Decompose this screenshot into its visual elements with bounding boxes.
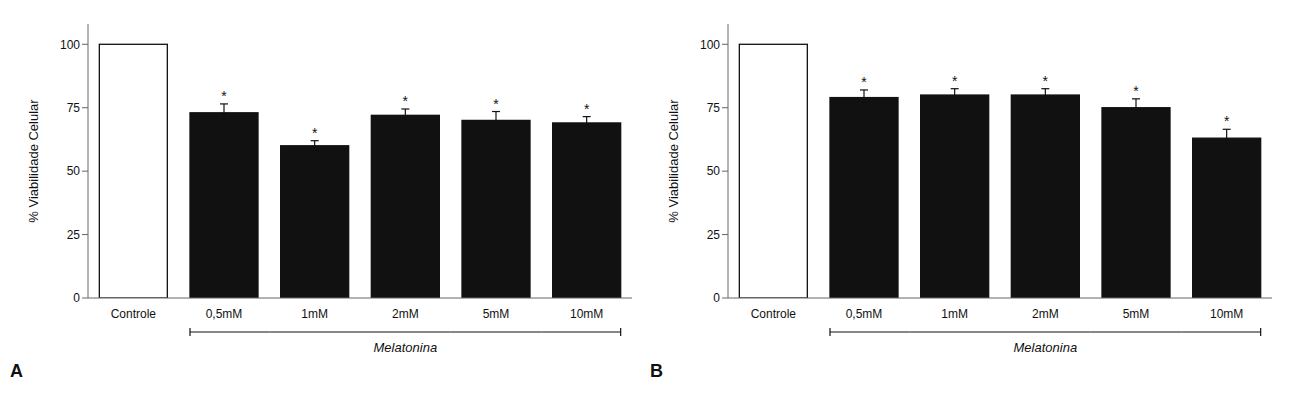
svg-text:5mM: 5mM [483, 307, 510, 321]
svg-text:*: * [403, 93, 409, 109]
svg-text:0,5mM: 0,5mM [206, 307, 243, 321]
svg-text:10mM: 10mM [1210, 307, 1243, 321]
svg-text:*: * [1043, 73, 1049, 89]
svg-text:100: 100 [700, 38, 720, 52]
html-text:B: B [650, 361, 663, 381]
svg-text:*: * [1133, 83, 1139, 99]
svg-text:0: 0 [713, 291, 720, 305]
svg-text:*: * [312, 125, 318, 141]
svg-text:50: 50 [67, 164, 81, 178]
svg-text:% Viabilidade Celular: % Viabilidade Celular [666, 99, 681, 223]
svg-text:50: 50 [707, 164, 721, 178]
svg-text:0: 0 [73, 291, 80, 305]
svg-text:2mM: 2mM [1032, 307, 1059, 321]
svg-text:Melatonina: Melatonina [1014, 340, 1078, 355]
svg-text:1mM: 1mM [301, 307, 328, 321]
svg-text:5mM: 5mM [1123, 307, 1150, 321]
svg-text:Controle: Controle [111, 307, 157, 321]
svg-text:25: 25 [67, 228, 81, 242]
svg-text:Melatonina: Melatonina [374, 340, 438, 355]
svg-text:% Viabilidade Celular: % Viabilidade Celular [26, 99, 41, 223]
svg-text:*: * [584, 101, 590, 117]
svg-text:*: * [1224, 113, 1230, 129]
html-text:A: A [10, 361, 23, 381]
svg-text:2mM: 2mM [392, 307, 419, 321]
svg-text:75: 75 [67, 101, 81, 115]
svg-text:25: 25 [707, 228, 721, 242]
svg-text:1mM: 1mM [941, 307, 968, 321]
svg-text:*: * [952, 73, 958, 89]
svg-text:0,5mM: 0,5mM [846, 307, 883, 321]
svg-text:100: 100 [60, 38, 80, 52]
svg-text:75: 75 [707, 101, 721, 115]
svg-text:Controle: Controle [751, 307, 797, 321]
svg-text:*: * [861, 74, 867, 90]
svg-text:10mM: 10mM [570, 307, 603, 321]
svg-text:*: * [221, 88, 227, 104]
svg-text:*: * [493, 96, 499, 112]
